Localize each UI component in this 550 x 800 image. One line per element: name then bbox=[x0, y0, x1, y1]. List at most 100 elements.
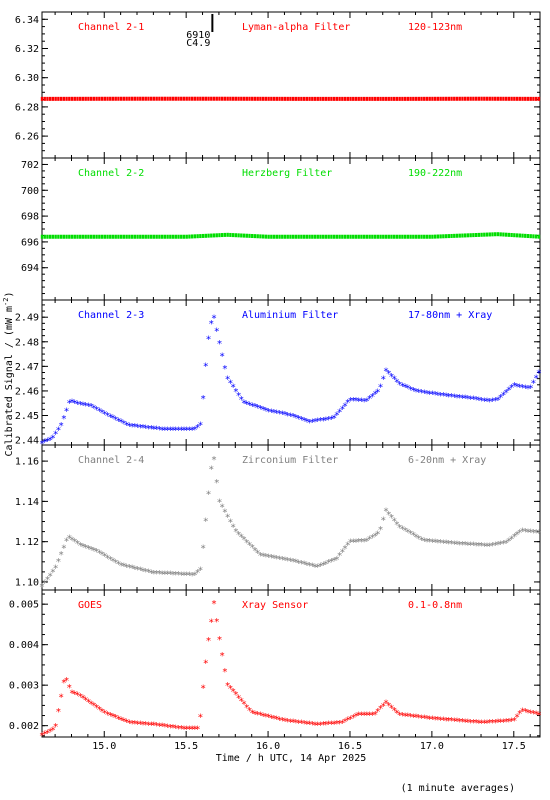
data-point bbox=[248, 96, 251, 101]
data-point: * bbox=[236, 391, 242, 402]
data-point: * bbox=[74, 539, 80, 550]
data-point: * bbox=[372, 531, 378, 542]
data-point bbox=[453, 96, 456, 101]
data-point: * bbox=[167, 723, 173, 734]
data-point: * bbox=[55, 425, 61, 436]
data-point: * bbox=[211, 455, 217, 466]
data-point bbox=[193, 96, 197, 101]
data-point bbox=[395, 234, 399, 239]
data-point bbox=[488, 232, 491, 237]
data-point: * bbox=[154, 721, 160, 732]
data-point bbox=[136, 234, 139, 239]
data-point: * bbox=[206, 636, 212, 647]
data-point: * bbox=[85, 401, 91, 412]
data-point: * bbox=[489, 541, 495, 552]
data-point: * bbox=[99, 550, 105, 561]
data-point bbox=[332, 234, 336, 239]
data-point: * bbox=[356, 396, 362, 407]
data-point: * bbox=[312, 562, 318, 573]
data-point: * bbox=[375, 387, 381, 398]
data-point: * bbox=[88, 699, 94, 710]
data-point: * bbox=[495, 718, 501, 729]
data-point: * bbox=[454, 393, 460, 404]
data-point bbox=[502, 232, 505, 237]
data-point: * bbox=[350, 396, 356, 407]
data-point bbox=[73, 234, 76, 239]
data-point: * bbox=[435, 391, 441, 402]
data-point: * bbox=[85, 697, 91, 708]
data-point bbox=[524, 233, 527, 238]
data-point: * bbox=[83, 695, 89, 706]
data-point: * bbox=[277, 715, 283, 726]
band-label: 0.1-0.8nm bbox=[408, 600, 462, 611]
data-point: * bbox=[380, 701, 386, 712]
data-point bbox=[251, 233, 254, 238]
data-point bbox=[504, 96, 508, 101]
data-point bbox=[125, 234, 128, 239]
data-point: * bbox=[509, 534, 515, 545]
data-point: * bbox=[337, 551, 343, 562]
data-point: * bbox=[293, 718, 299, 729]
data-point: * bbox=[410, 712, 416, 723]
data-point: * bbox=[408, 712, 414, 723]
data-point: * bbox=[88, 545, 94, 556]
data-point: * bbox=[399, 711, 405, 722]
data-point: * bbox=[263, 406, 269, 417]
data-point: * bbox=[61, 543, 67, 554]
panel-frame bbox=[41, 157, 541, 301]
data-point bbox=[218, 96, 221, 101]
data-point bbox=[160, 234, 164, 239]
data-point bbox=[412, 234, 415, 239]
data-point: * bbox=[255, 403, 261, 414]
data-point bbox=[152, 96, 156, 101]
data-point: * bbox=[260, 405, 266, 416]
data-point: * bbox=[203, 361, 209, 372]
data-point: * bbox=[241, 398, 247, 409]
data-point bbox=[100, 96, 104, 101]
data-point bbox=[513, 233, 516, 238]
data-point bbox=[133, 96, 137, 101]
data-point: * bbox=[383, 366, 389, 377]
data-point: * bbox=[429, 390, 435, 401]
data-point: * bbox=[121, 717, 127, 728]
data-point: * bbox=[536, 710, 542, 721]
data-point bbox=[439, 96, 442, 101]
data-point: * bbox=[145, 720, 151, 731]
data-point: * bbox=[266, 552, 272, 563]
data-point: * bbox=[110, 712, 116, 723]
data-point: * bbox=[440, 716, 446, 727]
data-point bbox=[431, 96, 434, 101]
data-point: * bbox=[517, 528, 523, 539]
data-point: * bbox=[375, 530, 381, 541]
data-point bbox=[491, 96, 494, 101]
data-point: * bbox=[271, 408, 277, 419]
data-point bbox=[54, 234, 57, 239]
data-point: * bbox=[255, 549, 261, 560]
data-point bbox=[450, 233, 453, 238]
data-point: * bbox=[364, 397, 370, 408]
band-label: 6-20nm + Xray bbox=[408, 455, 486, 466]
data-point: * bbox=[520, 383, 526, 394]
data-point: * bbox=[77, 400, 83, 411]
y-tick-label: 0.002 bbox=[9, 721, 39, 732]
data-point bbox=[177, 96, 180, 101]
data-point: * bbox=[342, 401, 348, 412]
data-point bbox=[119, 96, 123, 101]
data-point: * bbox=[66, 399, 72, 410]
data-point bbox=[300, 234, 303, 239]
data-point bbox=[169, 234, 172, 239]
data-point: * bbox=[266, 713, 272, 724]
data-point bbox=[423, 96, 426, 101]
data-point: * bbox=[225, 681, 231, 692]
data-point: * bbox=[386, 369, 392, 380]
data-point: * bbox=[530, 709, 536, 720]
data-point: * bbox=[69, 535, 75, 546]
data-point: * bbox=[83, 401, 89, 412]
data-point bbox=[199, 96, 202, 101]
data-point: * bbox=[457, 393, 463, 404]
data-point: * bbox=[137, 720, 143, 731]
data-point bbox=[117, 234, 120, 239]
data-point: * bbox=[143, 567, 149, 578]
data-point: * bbox=[162, 425, 168, 436]
data-point bbox=[379, 96, 382, 101]
